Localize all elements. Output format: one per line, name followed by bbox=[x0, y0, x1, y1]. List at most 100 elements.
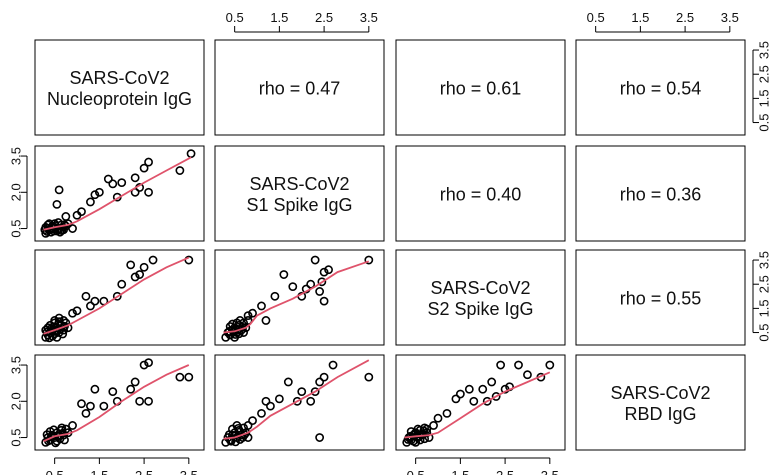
rho-label-r2-c4: rho = 0.36 bbox=[620, 185, 702, 205]
right-axis-row1-tick-label: 3.5 bbox=[757, 41, 770, 59]
rho-label-r1-c3: rho = 0.61 bbox=[440, 79, 522, 99]
data-point bbox=[175, 372, 185, 382]
data-point bbox=[117, 178, 127, 188]
data-point bbox=[94, 187, 104, 197]
data-point bbox=[283, 377, 293, 387]
top-axis-col2-tick-label: 3.5 bbox=[360, 10, 378, 25]
data-point bbox=[315, 377, 325, 387]
data-point bbox=[482, 396, 492, 406]
variable-label-2: SARS-CoV2 bbox=[249, 174, 349, 194]
top-axis-col2-tick-label: 1.5 bbox=[270, 10, 288, 25]
rho-label-r1-c4: rho = 0.54 bbox=[620, 79, 702, 99]
data-point bbox=[310, 387, 320, 397]
top-axis-col2-tick-label: 2.5 bbox=[315, 10, 333, 25]
panel-frame-r3-c2 bbox=[214, 249, 385, 346]
data-point bbox=[451, 394, 461, 404]
data-point bbox=[433, 413, 443, 423]
data-point bbox=[86, 301, 95, 311]
panel-frame-r4-c4 bbox=[575, 354, 746, 451]
smooth-line-r4-c3 bbox=[404, 371, 551, 439]
data-point bbox=[364, 372, 374, 382]
right-axis-row3-tick-label: 3.5 bbox=[757, 251, 770, 269]
data-point bbox=[58, 329, 68, 339]
right-axis-row3-tick-label: 1.5 bbox=[757, 299, 770, 317]
data-point bbox=[248, 416, 257, 426]
variable-label-4: RBD IgG bbox=[624, 404, 696, 424]
variable-label-4: SARS-CoV2 bbox=[610, 383, 710, 403]
data-point bbox=[60, 435, 69, 445]
bottom-axis-col1-tick-label: 1.5 bbox=[90, 468, 108, 475]
data-point bbox=[328, 360, 338, 370]
data-point bbox=[315, 433, 325, 442]
data-point bbox=[139, 262, 149, 272]
left-axis-row4-tick-label: 2.0 bbox=[9, 392, 24, 410]
panel-frame-r4-c2 bbox=[214, 354, 385, 451]
data-point bbox=[49, 425, 59, 435]
data-point bbox=[292, 396, 302, 406]
data-point bbox=[130, 272, 140, 282]
panel-frame-r1-c4 bbox=[575, 39, 746, 136]
left-axis-row2-tick-label: 3.5 bbox=[9, 147, 24, 165]
data-point bbox=[487, 377, 497, 387]
bottom-axis-col1-tick-label: 3.5 bbox=[180, 468, 198, 475]
data-point bbox=[306, 396, 316, 406]
data-point bbox=[545, 360, 555, 370]
data-point bbox=[68, 421, 77, 430]
data-point bbox=[315, 287, 325, 296]
data-point bbox=[126, 260, 136, 270]
panel-frame-r1-c1 bbox=[34, 39, 205, 136]
top-axis-col4-tick-label: 2.5 bbox=[676, 10, 694, 25]
bottom-axis-col1-tick-label: 0.5 bbox=[46, 468, 64, 475]
data-point bbox=[90, 384, 100, 394]
panel-frame-r4-c1 bbox=[34, 354, 205, 451]
data-point bbox=[139, 163, 149, 173]
data-point bbox=[270, 291, 280, 301]
right-axis-row3-tick-label: 2.5 bbox=[757, 275, 770, 293]
data-point bbox=[248, 308, 257, 318]
data-point bbox=[306, 279, 316, 289]
data-point bbox=[184, 255, 194, 265]
smooth-line-r2-c1 bbox=[43, 156, 192, 231]
data-point bbox=[184, 372, 194, 382]
data-point bbox=[266, 401, 275, 411]
top-axis-col2-tick-label: 0.5 bbox=[226, 10, 244, 25]
data-point bbox=[257, 301, 266, 311]
left-axis-row2-tick-label: 2.0 bbox=[9, 183, 24, 201]
bottom-axis-col3-tick-label: 3.5 bbox=[541, 468, 559, 475]
right-axis-row1-tick-label: 0.5 bbox=[757, 114, 770, 132]
data-point bbox=[514, 360, 523, 370]
data-point bbox=[261, 396, 271, 406]
data-point bbox=[297, 387, 307, 397]
data-point bbox=[288, 282, 298, 292]
top-axis-col4-tick-label: 3.5 bbox=[721, 10, 739, 25]
data-point bbox=[86, 401, 95, 411]
data-point bbox=[274, 394, 284, 404]
variable-label-3: SARS-CoV2 bbox=[430, 278, 530, 298]
data-point bbox=[61, 212, 71, 221]
data-point bbox=[243, 311, 253, 321]
data-point bbox=[243, 316, 253, 325]
data-point bbox=[228, 430, 237, 440]
data-point bbox=[231, 437, 240, 447]
panel-frame-r3-c1 bbox=[34, 249, 205, 346]
data-point bbox=[144, 187, 153, 197]
rho-label-r1-c2: rho = 0.47 bbox=[259, 79, 341, 99]
variable-label-2: S1 Spike IgG bbox=[246, 195, 352, 215]
data-point bbox=[523, 370, 532, 380]
panel-frame-r2-c2 bbox=[214, 145, 385, 242]
bottom-axis-col3-tick-label: 1.5 bbox=[451, 468, 469, 475]
data-point bbox=[130, 377, 140, 387]
variable-label-1: SARS-CoV2 bbox=[69, 68, 169, 88]
panel-frame-r1-c2 bbox=[214, 39, 385, 136]
data-point bbox=[233, 423, 243, 433]
variable-label-3: S2 Spike IgG bbox=[427, 299, 533, 319]
data-point bbox=[148, 255, 158, 265]
data-point bbox=[324, 265, 333, 275]
top-axis-col4-tick-label: 0.5 bbox=[587, 10, 605, 25]
data-point bbox=[403, 435, 413, 444]
panel-frame-r2-c1 bbox=[34, 145, 205, 242]
data-point bbox=[68, 308, 77, 318]
data-point bbox=[228, 319, 237, 329]
data-point bbox=[243, 421, 253, 430]
